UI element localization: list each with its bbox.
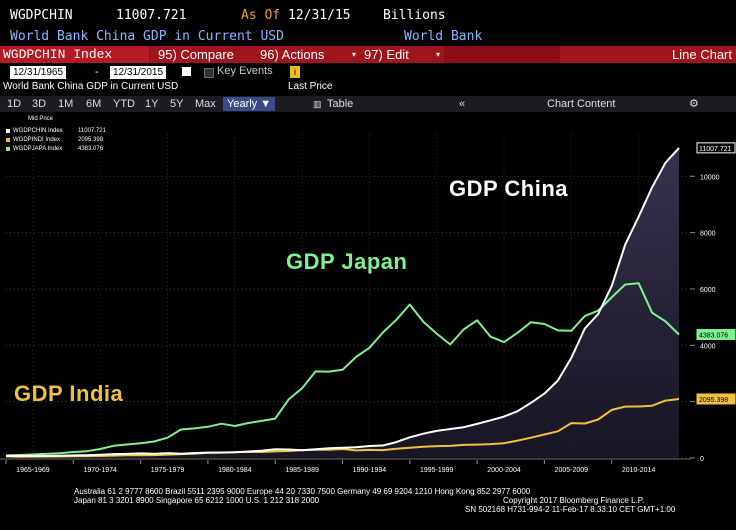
series-line-wgdpchin-index — [5, 147, 680, 457]
period-3d[interactable]: 3D — [32, 98, 47, 110]
last-value-tag — [696, 393, 736, 405]
x-tick-label: 1985-1989 — [285, 467, 319, 474]
x-tick-label: 1970-1974 — [83, 467, 117, 474]
chart-legend: Mid Price WGDPCHIN Index 11007.721 WGDPI… — [2, 116, 114, 154]
legend-name: WGDPJAPA Index — [13, 146, 63, 152]
calendar-icon[interactable] — [182, 67, 191, 76]
footer-contacts-line2: Japan 81 3 3201 8900 Singapore 65 6212 1… — [74, 496, 320, 505]
annotation-gdp-india: GDP India — [14, 381, 123, 406]
y-tick-label: 6000 — [700, 287, 716, 294]
last-price-label: Last Price — [288, 81, 333, 92]
x-tick-label: 1980-1984 — [218, 467, 252, 474]
gear-icon[interactable]: ⚙ — [689, 98, 699, 110]
last-value-tag — [696, 329, 736, 341]
as-of-date: 12/31/15 — [288, 8, 351, 23]
china-area-fill — [6, 147, 679, 458]
source-label: World Bank — [404, 29, 483, 44]
x-tick-label: 1995-1999 — [420, 467, 454, 474]
key-events-label: Key Events — [217, 65, 273, 77]
table-button[interactable]: Table — [327, 98, 354, 110]
footer-contacts-line1: Australia 61 2 9777 8600 Brazil 5511 239… — [74, 487, 531, 496]
y-tick-label: 10000 — [700, 174, 720, 181]
key-events-checkbox[interactable] — [204, 68, 214, 78]
date-separator: - — [95, 66, 99, 78]
period-1d[interactable]: 1D — [7, 98, 22, 110]
frequency-label: Yearly — [227, 98, 258, 110]
x-tick-label: 2010-2014 — [622, 467, 656, 474]
frequency-select[interactable]: Yearly ▼ — [223, 97, 276, 111]
legend-item[interactable]: WGDPINDI Index 2095.398 — [6, 137, 116, 144]
chart-subtitle: World Bank China GDP in Current USD — [3, 81, 179, 92]
period-1y[interactable]: 1Y — [145, 98, 159, 110]
y-tick-label: 4000 — [700, 343, 716, 350]
period-5y[interactable]: 5Y — [170, 98, 184, 110]
edit-label: 97) Edit — [364, 47, 409, 62]
info-icon[interactable]: i — [290, 66, 300, 78]
period-toolbar: 1D 3D 1M 6M YTD 1Y 5Y Max Yearly ▼ ▥ Tab… — [0, 96, 736, 112]
footer-session: SN 502168 H731-994-2 11-Feb-17 8:33:10 C… — [465, 505, 676, 514]
header-value: 11007.721 — [116, 8, 187, 23]
period-6m[interactable]: 6M — [86, 98, 102, 110]
annotation-gdp-japan: GDP Japan — [286, 249, 407, 274]
actions-label: 96) Actions — [260, 47, 325, 62]
series-line-wgdpindi-index — [5, 398, 680, 458]
legend-value: 11007.721 — [78, 128, 106, 134]
legend-header: Mid Price — [28, 116, 54, 122]
x-tick-label: 2000-2004 — [487, 467, 521, 474]
legend-swatch — [6, 138, 10, 142]
x-tick-label: 1965-1969 — [16, 467, 50, 474]
compare-label: 95) Compare — [158, 47, 234, 62]
date-range-row: 12/31/1965 - 12/31/2015 Key Events i — [0, 65, 736, 81]
chart-type-label: Line Chart — [560, 46, 736, 63]
chevron-down-icon: ▾ — [351, 50, 356, 59]
end-date-input[interactable]: 12/31/2015 — [110, 66, 167, 79]
x-tick-label: 1975-1979 — [151, 467, 185, 474]
legend-item[interactable]: WGDPJAPA Index 4383.076 — [6, 146, 116, 153]
annotation-gdp-china: GDP China — [449, 176, 568, 201]
chart-content-button[interactable]: Chart Content — [547, 98, 616, 110]
units-label: Billions — [383, 8, 446, 23]
legend-item[interactable]: WGDPCHIN Index 11007.721 — [6, 128, 116, 135]
legend-swatch — [6, 147, 10, 151]
security-header: WGDPCHIN 11007.721 As Of 12/31/15 Billio… — [10, 2, 736, 23]
table-icon: ▥ — [313, 99, 322, 109]
y-tick-label: 8000 — [700, 231, 716, 238]
edit-button[interactable]: 97) Edit ▾ — [356, 46, 444, 63]
legend-name: WGDPINDI Index — [13, 137, 61, 143]
period-1m[interactable]: 1M — [58, 98, 74, 110]
actions-button[interactable]: 96) Actions ▾ — [252, 46, 360, 63]
legend-name: WGDPCHIN Index — [13, 128, 63, 134]
legend-value: 2095.398 — [78, 137, 104, 143]
as-of-label: As Of — [241, 8, 281, 23]
double-chevron-left-icon[interactable]: « — [459, 98, 466, 110]
y-tick-label: 0 — [700, 456, 704, 463]
period-ytd[interactable]: YTD — [113, 98, 135, 110]
last-value-label: 11007.721 — [699, 146, 732, 153]
legend-swatch — [6, 129, 10, 133]
start-date-input[interactable]: 12/31/1965 — [10, 66, 67, 79]
footer-copyright: Copyright 2017 Bloomberg Finance L.P. — [503, 496, 645, 505]
ticker: WGDPCHIN — [10, 8, 73, 23]
compare-button[interactable]: 95) Compare — [150, 46, 256, 63]
last-value-label: 2095.398 — [699, 397, 728, 404]
x-tick-label: 2005-2009 — [555, 467, 589, 474]
series-line-wgdpjapa-index — [5, 282, 680, 457]
chevron-down-icon: ▾ — [435, 50, 440, 59]
legend-value: 4383.076 — [78, 146, 104, 152]
function-bar: WGDPCHIN Index 95) Compare 96) Actions ▾ … — [0, 46, 736, 63]
last-value-tag — [696, 142, 736, 154]
index-field[interactable]: WGDPCHIN Index — [0, 46, 149, 63]
security-description: World Bank China GDP in Current USD — [10, 29, 284, 44]
chart-svg: 1965-1969 1970-1974 1975-1979 1980-1984 1985… — [0, 134, 736, 474]
x-tick-label: 1990-1994 — [353, 467, 387, 474]
period-max[interactable]: Max — [195, 98, 216, 110]
last-value-label: 4383.076 — [699, 333, 728, 340]
